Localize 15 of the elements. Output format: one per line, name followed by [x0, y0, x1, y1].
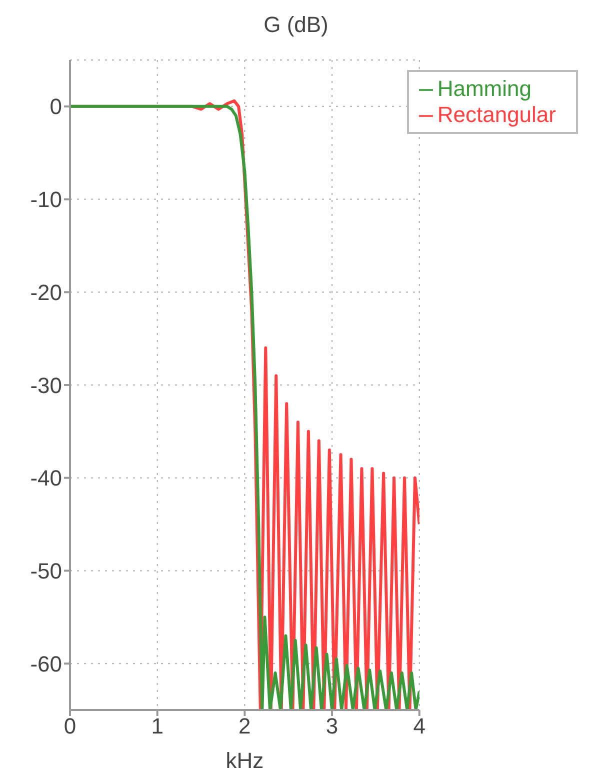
y-tick-label: -60: [30, 651, 62, 676]
x-axis-title: kHz: [226, 748, 264, 773]
legend-label: Rectangular: [437, 102, 556, 127]
y-tick-label: -50: [30, 558, 62, 584]
x-tick-label: 3: [326, 714, 338, 739]
legend-label: Hamming: [437, 76, 532, 101]
y-tick-label: -10: [30, 187, 62, 212]
y-tick-label: 0: [50, 94, 62, 120]
x-tick-label: 2: [238, 714, 251, 739]
x-tick-label: 1: [151, 714, 164, 739]
x-tick-label: 4: [413, 714, 426, 739]
y-tick-label: -20: [30, 280, 62, 305]
y-tick-label: -40: [30, 466, 62, 491]
chart-title: G (dB): [262, 11, 330, 39]
y-tick-label: -30: [30, 372, 62, 398]
